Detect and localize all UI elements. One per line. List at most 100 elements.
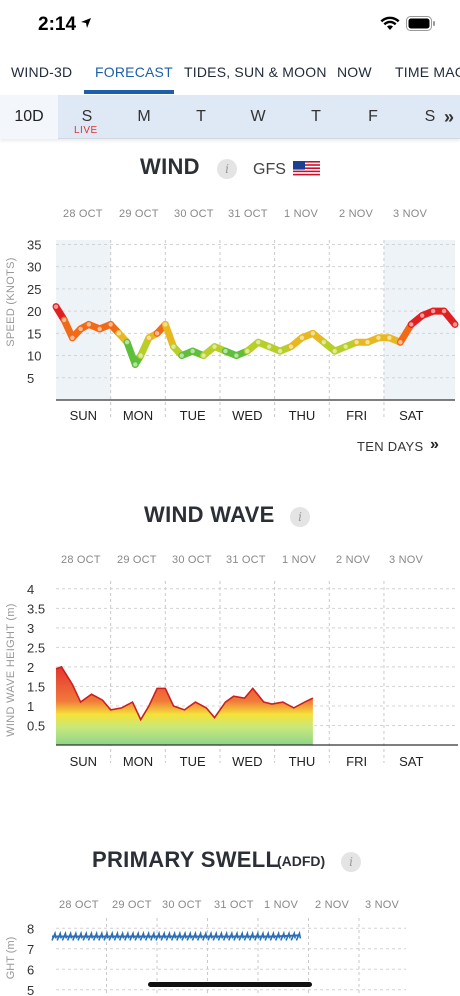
swell-direction-arrow [61, 930, 68, 941]
date-label: 30 OCT [162, 899, 202, 911]
date-label: 30 OCT [172, 554, 212, 566]
swell-direction-arrow [259, 930, 265, 941]
tab-forecast[interactable]: FORECAST [95, 64, 173, 80]
swell-direction-arrow [150, 930, 156, 941]
swell-direction-arrow [264, 930, 270, 941]
swell-direction-arrow [144, 930, 151, 941]
wind-speed-point [212, 344, 217, 349]
wind-speed-point [409, 322, 414, 327]
home-indicator[interactable] [148, 982, 312, 987]
date-label: 31 OCT [214, 899, 254, 911]
y-axis-label: SPEED (KNOTS) [5, 257, 17, 346]
tab-now[interactable]: NOW [337, 64, 372, 80]
swell-direction-arrow [124, 930, 130, 941]
date-label: 1 NOV [284, 208, 319, 220]
swell-direction-arrow [108, 930, 114, 941]
wind-speed-point [201, 353, 206, 358]
day-sunday[interactable]: S [81, 108, 93, 125]
swell-direction-arrow [66, 930, 73, 941]
wind-speed-segment [161, 320, 178, 351]
wind-speed-point [179, 353, 184, 358]
wind-date-row: 28 OCT 29 OCT 30 OCT 31 OCT 1 NOV 2 NOV … [0, 208, 460, 224]
wind-speed-point [163, 322, 168, 327]
tab-wind-3d[interactable]: WIND-3D [11, 64, 73, 80]
ten-days-link[interactable]: TEN DAYS [357, 439, 424, 454]
date-label: 29 OCT [112, 899, 152, 911]
swell-direction-arrow [269, 930, 276, 941]
wind-speed-point [277, 348, 283, 354]
y-tick-label: 5 [27, 983, 34, 996]
wind-speed-point [321, 340, 327, 345]
wind-wave-line [55, 665, 314, 722]
wind-wave-info-icon[interactable]: i [290, 507, 310, 527]
wind-chart[interactable]: 5 10 15 20 25 30 35 SPEED (KNOTS) SUN MON TUE WED TH… [0, 232, 460, 428]
wind-speed-point [398, 340, 403, 345]
active-tab-indicator [84, 90, 174, 94]
wind-speed-point [61, 317, 67, 323]
tab-time-machine[interactable]: TIME MAC [395, 64, 460, 80]
wind-speed-point [343, 344, 348, 349]
y-tick-label: 7 [27, 942, 34, 957]
wind-speed-point [376, 335, 381, 340]
day-axis-label: WED [232, 408, 262, 423]
swell-direction-arrow [56, 930, 62, 941]
wind-info-icon[interactable]: i [217, 159, 237, 179]
swell-direction-arrow [113, 930, 120, 941]
day-friday[interactable]: F [368, 108, 378, 125]
day-wednesday[interactable]: W [250, 108, 266, 125]
swell-direction-arrow [228, 930, 234, 941]
day-axis-label: SUN [70, 754, 97, 769]
y-tick-label: 2.5 [27, 640, 45, 655]
live-badge: LIVE [74, 125, 98, 136]
y-tick-label: 8 [27, 921, 34, 936]
date-label: 30 OCT [174, 208, 214, 220]
wind-title: WIND [140, 154, 200, 179]
day-axis-label: FRI [346, 754, 367, 769]
day-thursday[interactable]: T [311, 108, 321, 125]
wind-speed-point [430, 308, 436, 314]
date-label: 2 NOV [315, 899, 350, 911]
wind-speed-point [190, 348, 195, 354]
date-label: 3 NOV [365, 899, 400, 911]
day-axis-label: THU [289, 408, 316, 423]
ten-day-range-button[interactable]: 10D [0, 95, 58, 139]
wave-date-row: 28 OCT 29 OCT 30 OCT 31 OCT 1 NOV 2 NOV … [0, 554, 460, 570]
primary-swell-chart[interactable]: 5 6 7 8 GHT (m) [0, 918, 460, 996]
day-axis-label: WED [232, 754, 262, 769]
swell-direction-arrow [72, 930, 78, 941]
wind-speed-segment [440, 307, 459, 328]
day-saturday[interactable]: S [424, 108, 436, 125]
wind-speed-point [452, 322, 458, 327]
wind-model-label: GFS [253, 161, 286, 178]
swell-direction-arrow [165, 930, 172, 941]
swell-direction-arrow [155, 930, 161, 941]
date-label: 3 NOV [389, 554, 424, 566]
day-monday[interactable]: M [137, 108, 151, 125]
wind-speed-point [299, 335, 305, 340]
y-tick-label: 3 [27, 621, 34, 636]
tab-tides-sun-moon[interactable]: TIDES, SUN & MOON [184, 64, 327, 80]
double-chevron-right-icon[interactable]: » [430, 436, 439, 453]
date-label: 3 NOV [393, 208, 428, 220]
wifi-icon [380, 16, 400, 30]
swell-direction-arrow [160, 930, 166, 941]
status-bar: 2:14 [0, 0, 460, 50]
day-axis-label: SAT [399, 408, 423, 423]
day-axis-label: TUE [180, 408, 206, 423]
primary-swell-info-icon[interactable]: i [341, 852, 361, 872]
scroll-days-right-icon[interactable]: » [444, 107, 455, 127]
swell-direction-arrow [186, 930, 192, 941]
day-axis-label: SAT [399, 754, 423, 769]
y-tick-label: 15 [27, 326, 41, 341]
wind-speed-point [108, 322, 113, 327]
swell-direction-arrow [129, 930, 135, 941]
swell-direction-arrow [87, 930, 94, 941]
swell-direction-arrow [191, 930, 198, 941]
swell-direction-arrow [285, 930, 291, 941]
wind-wave-chart[interactable]: 0.5 1 1.5 2 2.5 3 3.5 4 WIND WAVE HEIGHT (m) SUN M… [0, 575, 460, 775]
y-tick-label: 5 [27, 371, 34, 386]
day-tuesday[interactable]: T [196, 108, 206, 125]
wind-speed-point [124, 340, 130, 345]
date-label: 28 OCT [63, 208, 103, 220]
swell-direction-arrow [212, 930, 218, 941]
